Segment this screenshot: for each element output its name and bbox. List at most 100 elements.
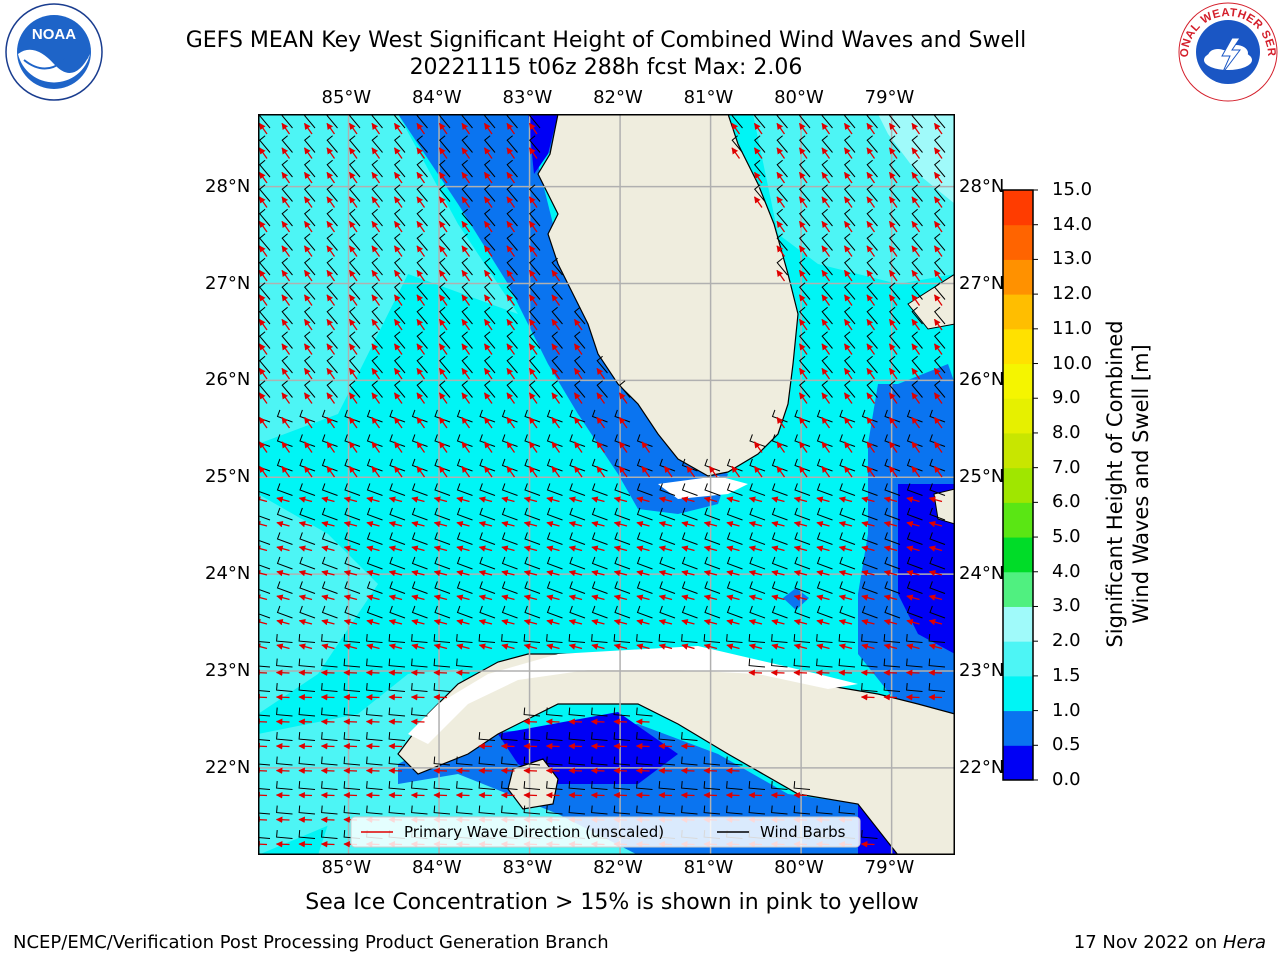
wind-barb-159 xyxy=(393,282,406,300)
wind-barb-668 xyxy=(681,781,698,790)
wind-barb-674 xyxy=(258,812,271,815)
wind-barb-432 xyxy=(749,532,766,545)
wind-barb-515 xyxy=(524,605,541,619)
wind-barb-420 xyxy=(479,532,496,545)
wave-arrow-534 xyxy=(258,643,268,650)
wave-arrow-292 xyxy=(303,441,313,453)
wind-barb-145 xyxy=(776,257,788,276)
wind-barb-55 xyxy=(461,159,473,178)
wave-arrow-396 xyxy=(636,520,650,528)
colorbar-segment-0 xyxy=(1003,745,1033,781)
wind-barb-573 xyxy=(433,658,451,668)
wind-barb-182 xyxy=(438,306,451,325)
wave-arrow-373 xyxy=(816,496,830,503)
wind-barb-506 xyxy=(321,605,338,619)
wave-arrow-545 xyxy=(501,643,515,650)
wave-arrow-648 xyxy=(725,767,740,774)
lon-tick-top-0: 85°W xyxy=(321,87,372,108)
wind-barb-127 xyxy=(866,233,878,251)
wave-arrow-111 xyxy=(281,245,291,257)
wave-arrow-74 xyxy=(416,196,426,208)
lon-tick-bottom-3: 82°W xyxy=(593,857,643,878)
wind-barb-603 xyxy=(388,707,406,717)
wind-barb-253 xyxy=(528,380,541,398)
wave-arrow-454 xyxy=(546,569,560,577)
wind-barb-243 xyxy=(303,380,316,398)
wave-arrow-27 xyxy=(348,147,358,159)
wave-arrow-476 xyxy=(343,594,358,601)
wave-arrow-184 xyxy=(483,318,493,331)
wind-barb-640 xyxy=(546,756,563,766)
wave-arrow-397 xyxy=(658,520,673,528)
wave-arrow-402 xyxy=(771,520,785,528)
wind-barb-504 xyxy=(276,605,293,619)
wind-barb-27 xyxy=(348,135,361,153)
wave-arrow-586 xyxy=(298,693,313,701)
wave-arrow-306 xyxy=(618,441,628,453)
wind-barb-514 xyxy=(501,605,518,619)
wind-barb-618 xyxy=(478,732,496,741)
wind-barb-54 xyxy=(438,159,451,178)
wave-arrow-677 xyxy=(320,816,335,823)
colorbar xyxy=(1002,189,1038,781)
wave-arrow-233 xyxy=(596,367,606,380)
wind-barb-535 xyxy=(276,634,293,643)
wind-barb-560 xyxy=(838,634,856,643)
wind-barb-677 xyxy=(321,805,338,815)
wave-arrow-560 xyxy=(838,643,853,650)
wind-barb-478 xyxy=(389,581,406,594)
wind-barb-101 xyxy=(528,208,541,227)
wind-barb-434 xyxy=(794,532,811,545)
wave-arrow-248 xyxy=(416,392,426,404)
wave-arrow-171 xyxy=(888,294,898,306)
wind-barb-508 xyxy=(366,605,383,619)
wave-arrow-127 xyxy=(866,245,876,257)
wave-arrow-163 xyxy=(483,294,493,306)
wind-barb-569 xyxy=(343,658,361,668)
wind-barb-423 xyxy=(546,532,563,545)
wave-arrow-455 xyxy=(568,569,583,577)
wave-arrow-155 xyxy=(303,294,313,306)
wind-barb-511 xyxy=(434,605,451,619)
wave-arrow-79 xyxy=(528,196,538,208)
wind-barb-360 xyxy=(524,483,541,496)
wave-arrow-664 xyxy=(590,791,605,799)
wind-barb-551 xyxy=(636,634,653,643)
wave-arrow-82 xyxy=(798,196,808,208)
wave-arrow-549 xyxy=(591,643,605,650)
wind-barb-527 xyxy=(794,605,811,619)
wind-barb-660 xyxy=(501,781,518,790)
wave-arrow-269 xyxy=(348,416,358,429)
wave-arrow-347 xyxy=(933,465,943,478)
wave-arrow-279 xyxy=(573,416,583,429)
wave-arrow-339 xyxy=(753,465,763,478)
wave-arrow-605 xyxy=(523,718,538,725)
wave-arrow-399 xyxy=(703,520,718,528)
lon-tick-top-5: 80°W xyxy=(774,87,824,108)
wind-barb-35 xyxy=(528,135,541,153)
wave-arrow-557 xyxy=(771,643,785,650)
wave-arrow-337 xyxy=(708,465,718,478)
wave-arrow-199 xyxy=(326,343,336,355)
lon-tick-top-1: 84°W xyxy=(412,87,462,108)
wave-arrow-202 xyxy=(393,343,403,355)
wave-arrow-611 xyxy=(258,742,268,750)
wave-arrow-597 xyxy=(258,718,268,725)
colorbar-label-13: 11.0 xyxy=(1052,317,1093,339)
wave-arrow-565 xyxy=(258,669,268,676)
wind-barb-498 xyxy=(839,581,856,594)
wind-barb-422 xyxy=(524,532,541,545)
wave-arrow-329 xyxy=(528,465,538,478)
wind-barb-667 xyxy=(658,781,676,790)
wind-barb-194 xyxy=(911,306,923,325)
wind-barb-83 xyxy=(821,184,833,202)
wave-arrow-591 xyxy=(410,693,425,701)
wave-arrow-517 xyxy=(568,618,583,626)
wave-arrow-262 xyxy=(888,392,898,404)
wave-arrow-87 xyxy=(911,196,921,208)
wind-barb-616 xyxy=(366,732,383,741)
wind-barb-433 xyxy=(771,532,788,545)
wave-arrow-15 xyxy=(776,122,786,135)
wind-barb-600 xyxy=(321,707,338,717)
wave-arrow-165 xyxy=(528,294,538,306)
